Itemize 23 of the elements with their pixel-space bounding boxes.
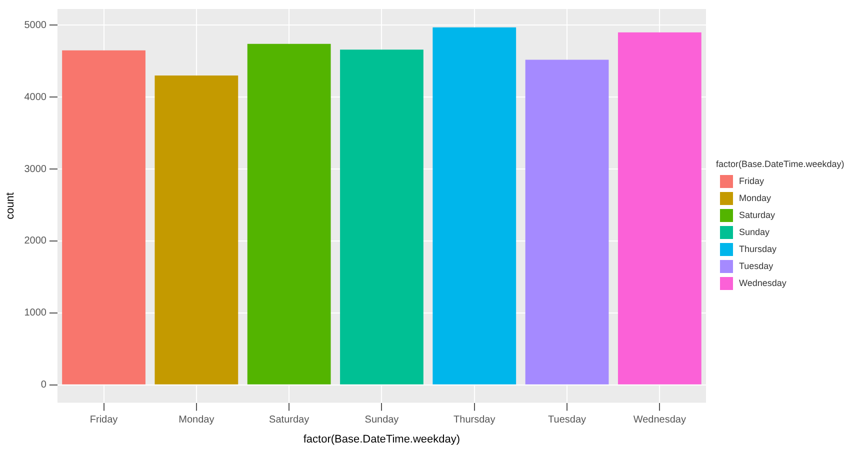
x-tick-label: Saturday xyxy=(269,414,310,426)
y-tick-label: 2000 xyxy=(24,236,47,247)
y-tick-label: 4000 xyxy=(24,92,47,103)
x-tick-label: Tuesday xyxy=(548,414,586,426)
x-tick-label: Monday xyxy=(178,414,214,426)
legend-title: factor(Base.DateTime.weekday) xyxy=(716,158,846,168)
legend-label: Tuesday xyxy=(739,261,774,271)
legend-label: Monday xyxy=(739,193,772,203)
legend-label: Sunday xyxy=(739,227,770,237)
x-tick-label: Sunday xyxy=(364,414,399,426)
y-tick-label: 3000 xyxy=(24,164,47,175)
legend-label: Friday xyxy=(739,176,764,186)
y-tick-label: 1000 xyxy=(24,308,47,319)
x-tick-label: Wednesday xyxy=(633,414,686,426)
y-tick-label: 0 xyxy=(40,380,47,391)
legend-label: Thursday xyxy=(739,244,777,254)
x-axis-title: factor(Base.DateTime.weekday) xyxy=(303,433,460,446)
y-tick-label: 5000 xyxy=(24,20,47,31)
legend-label: Wednesday xyxy=(739,278,786,288)
y-axis-title: count xyxy=(4,192,17,220)
x-tick-label: Friday xyxy=(90,414,118,426)
legend-label: Saturday xyxy=(739,210,776,220)
x-tick-label: Thursday xyxy=(454,414,496,426)
